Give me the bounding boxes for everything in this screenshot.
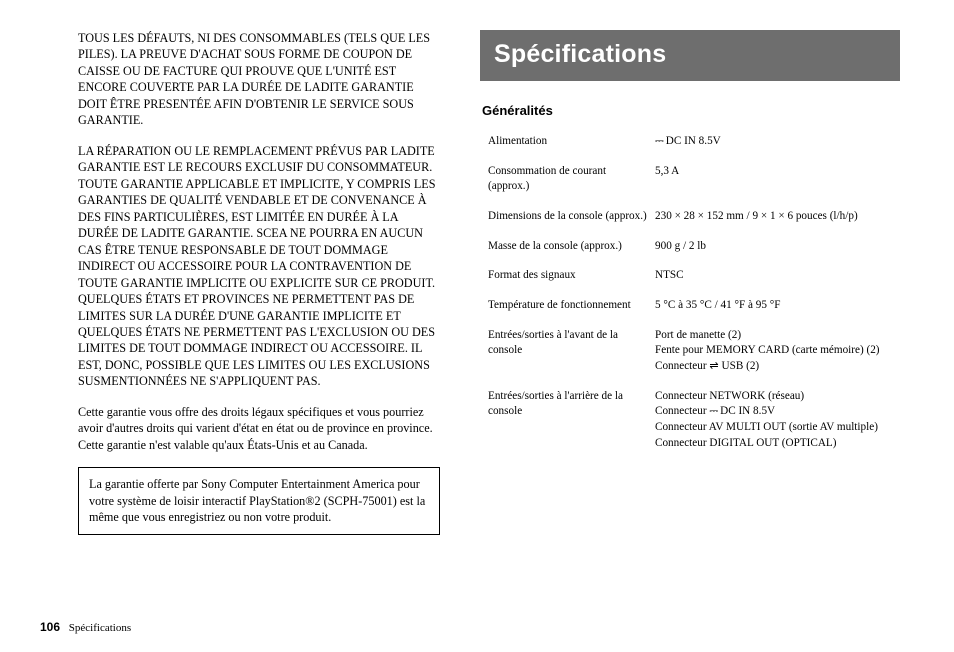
spec-row: Alimentation⎓ DC IN 8.5V: [480, 134, 900, 164]
two-column-layout: TOUS LES DÉFAUTS, NI DES CONSOMMABLES (T…: [40, 30, 914, 535]
spec-value: Port de manette (2)Fente pour MEMORY CAR…: [655, 328, 900, 389]
page-footer: 106 Spécifications: [40, 620, 131, 634]
spec-label: Consommation de courant (approx.): [480, 164, 655, 209]
spec-value: 5,3 A: [655, 164, 900, 209]
section-subheading: Généralités: [482, 103, 900, 118]
left-column: TOUS LES DÉFAUTS, NI DES CONSOMMABLES (T…: [40, 30, 440, 535]
warranty-note-box: La garantie offerte par Sony Computer En…: [78, 467, 440, 534]
warranty-paragraph-2: LA RÉPARATION OU LE REMPLACEMENT PRÉVUS …: [78, 143, 440, 390]
spec-value: 900 g / 2 lb: [655, 239, 900, 269]
specifications-table: Alimentation⎓ DC IN 8.5VConsommation de …: [480, 134, 900, 465]
spec-label: Entrées/sorties à l'arrière de la consol…: [480, 389, 655, 466]
spec-row: Dimensions de la console (approx.)230 × …: [480, 209, 900, 239]
spec-value: NTSC: [655, 268, 900, 298]
spec-label: Entrées/sorties à l'avant de la console: [480, 328, 655, 389]
page-footer-title: Spécifications: [69, 622, 131, 634]
spec-value: Connecteur NETWORK (réseau)Connecteur ⎓ …: [655, 389, 900, 466]
spec-label: Alimentation: [480, 134, 655, 164]
spec-row: Température de fonctionnement5 °C à 35 °…: [480, 298, 900, 328]
spec-label: Format des signaux: [480, 268, 655, 298]
page: TOUS LES DÉFAUTS, NI DES CONSOMMABLES (T…: [0, 0, 954, 652]
spec-row: Entrées/sorties à l'avant de la consoleP…: [480, 328, 900, 389]
warranty-paragraph-3: Cette garantie vous offre des droits lég…: [78, 404, 440, 453]
spec-row: Entrées/sorties à l'arrière de la consol…: [480, 389, 900, 466]
warranty-paragraph-1: TOUS LES DÉFAUTS, NI DES CONSOMMABLES (T…: [78, 30, 440, 129]
spec-value: 230 × 28 × 152 mm / 9 × 1 × 6 pouces (l/…: [655, 209, 900, 239]
spec-value: ⎓ DC IN 8.5V: [655, 134, 900, 164]
spec-row: Consommation de courant (approx.)5,3 A: [480, 164, 900, 209]
spec-value: 5 °C à 35 °C / 41 °F à 95 °F: [655, 298, 900, 328]
spec-label: Dimensions de la console (approx.): [480, 209, 655, 239]
spec-row: Format des signauxNTSC: [480, 268, 900, 298]
spec-label: Température de fonctionnement: [480, 298, 655, 328]
spec-label: Masse de la console (approx.): [480, 239, 655, 269]
page-number: 106: [40, 620, 60, 634]
section-banner: Spécifications: [480, 30, 900, 81]
right-column: Spécifications Généralités Alimentation⎓…: [480, 30, 900, 535]
spec-row: Masse de la console (approx.)900 g / 2 l…: [480, 239, 900, 269]
